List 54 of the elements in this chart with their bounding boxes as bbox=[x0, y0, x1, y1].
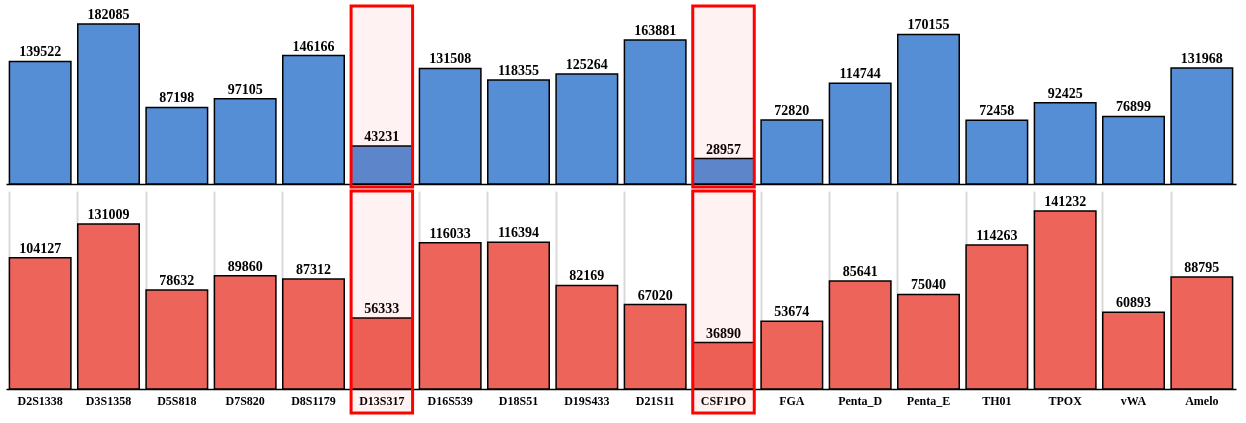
data-label: 118355 bbox=[497, 63, 540, 78]
data-label: 104127 bbox=[19, 240, 62, 256]
data-label: 72458 bbox=[979, 103, 1015, 119]
data-label: 78632 bbox=[159, 272, 195, 288]
x-tick-label: CSF1PO bbox=[700, 393, 747, 408]
data-label: 114263 bbox=[976, 227, 1018, 243]
data-label: 85641 bbox=[842, 264, 878, 280]
data-label: 67020 bbox=[637, 287, 673, 303]
data-label: 170155 bbox=[907, 17, 950, 33]
x-tick-label: Penta_E bbox=[906, 393, 951, 408]
data-label: 89860 bbox=[227, 258, 263, 274]
x-tick-label: D18S51 bbox=[498, 393, 539, 408]
data-label: 131508 bbox=[429, 51, 472, 67]
x-tick-label: TH01 bbox=[982, 393, 1012, 408]
data-label: 72820 bbox=[774, 103, 810, 119]
x-tick-label: D2S1338 bbox=[17, 393, 63, 408]
data-label: 141232 bbox=[1044, 194, 1087, 209]
data-label: 82169 bbox=[569, 268, 605, 284]
x-tick-label: TPOX bbox=[1048, 393, 1083, 408]
x-tick-label: D5S818 bbox=[157, 393, 197, 408]
x-tick-label: D19S433 bbox=[564, 393, 610, 408]
data-label: 60893 bbox=[1116, 295, 1151, 311]
data-label: 28957 bbox=[706, 141, 741, 157]
data-label: 88795 bbox=[1184, 260, 1220, 276]
data-label: 75040 bbox=[911, 277, 946, 293]
data-label: 116033 bbox=[429, 225, 471, 241]
data-label: 163881 bbox=[634, 23, 677, 38]
data-label: 131968 bbox=[1180, 51, 1223, 67]
data-label: 76899 bbox=[1116, 99, 1151, 115]
data-label: 43231 bbox=[364, 129, 400, 145]
x-tick-label: FGA bbox=[779, 393, 805, 408]
x-tick-label: D13S317 bbox=[359, 393, 405, 408]
data-label: 139522 bbox=[19, 44, 62, 60]
x-tick-label: D8S1179 bbox=[291, 393, 336, 408]
data-label: 116394 bbox=[497, 225, 540, 241]
data-label: 56333 bbox=[364, 301, 400, 316]
x-tick-label: Amelo bbox=[1185, 393, 1219, 408]
data-label: 36890 bbox=[706, 325, 741, 341]
x-tick-label: Penta_D bbox=[838, 393, 883, 408]
x-tick-label: D21S11 bbox=[635, 393, 675, 408]
data-label: 92425 bbox=[1047, 85, 1083, 101]
data-label: 125264 bbox=[565, 56, 608, 72]
x-tick-label: vWA bbox=[1120, 393, 1147, 408]
data-label: 182085 bbox=[87, 7, 130, 22]
data-label: 87198 bbox=[159, 90, 195, 106]
data-label: 87312 bbox=[296, 261, 331, 277]
data-label: 146166 bbox=[292, 38, 335, 54]
x-tick-label: D7S820 bbox=[225, 393, 265, 408]
data-label: 114744 bbox=[839, 66, 881, 82]
data-label: 131009 bbox=[87, 206, 130, 222]
x-tick-label: D3S1358 bbox=[85, 393, 132, 408]
data-label: 97105 bbox=[227, 81, 263, 97]
x-tick-label: D16S539 bbox=[427, 393, 473, 408]
data-label: 53674 bbox=[774, 304, 810, 320]
